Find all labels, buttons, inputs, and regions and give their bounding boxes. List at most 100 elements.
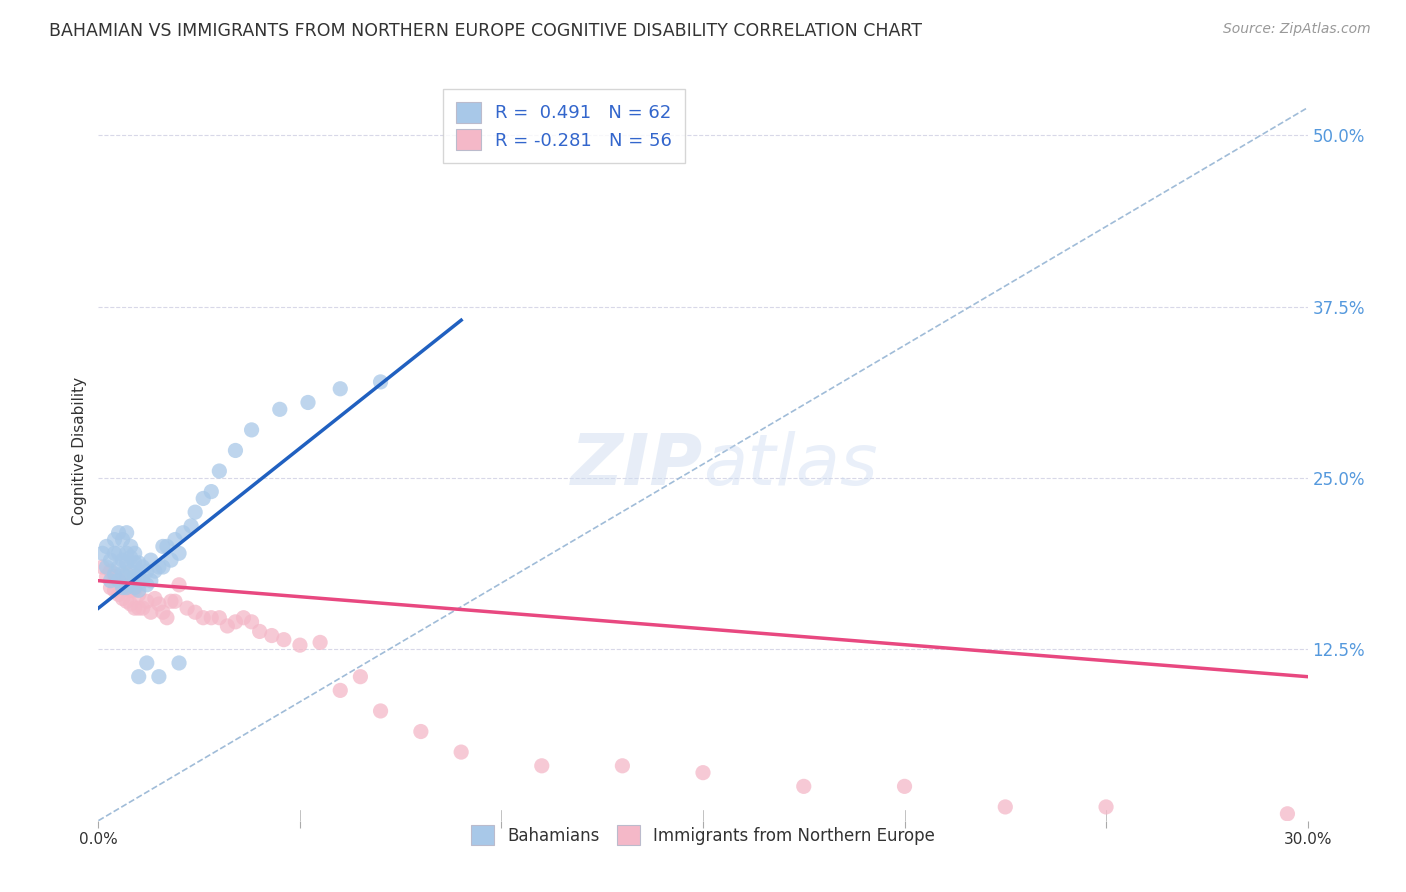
Point xyxy=(994,800,1017,814)
Point xyxy=(193,491,215,506)
Point xyxy=(240,423,263,437)
Point xyxy=(120,597,142,611)
Point xyxy=(139,605,162,619)
Point xyxy=(224,615,246,629)
Point xyxy=(100,574,122,588)
Point xyxy=(115,546,138,560)
Point xyxy=(349,670,371,684)
Text: BAHAMIAN VS IMMIGRANTS FROM NORTHERN EUROPE COGNITIVE DISABILITY CORRELATION CHA: BAHAMIAN VS IMMIGRANTS FROM NORTHERN EUR… xyxy=(49,22,922,40)
Point xyxy=(309,635,332,649)
Point xyxy=(152,605,174,619)
Point xyxy=(103,533,125,547)
Point xyxy=(135,564,157,578)
Point xyxy=(329,683,352,698)
Point xyxy=(329,382,352,396)
Point xyxy=(107,574,129,588)
Point xyxy=(156,611,179,625)
Point xyxy=(156,540,179,554)
Point xyxy=(111,533,134,547)
Point xyxy=(124,556,146,570)
Point xyxy=(111,581,134,595)
Point xyxy=(124,546,146,560)
Point xyxy=(132,560,155,574)
Point xyxy=(193,611,215,625)
Text: ZIP: ZIP xyxy=(571,431,703,500)
Point xyxy=(163,594,186,608)
Y-axis label: Cognitive Disability: Cognitive Disability xyxy=(72,376,87,524)
Point xyxy=(692,765,714,780)
Point xyxy=(115,556,138,570)
Point xyxy=(128,670,150,684)
Point xyxy=(148,560,170,574)
Point xyxy=(370,375,392,389)
Point xyxy=(143,591,166,606)
Point xyxy=(124,601,146,615)
Point xyxy=(152,540,174,554)
Point xyxy=(167,656,190,670)
Point xyxy=(120,550,142,565)
Point xyxy=(160,553,183,567)
Point xyxy=(160,594,183,608)
Point xyxy=(100,564,122,578)
Point xyxy=(115,581,138,595)
Point xyxy=(115,581,138,595)
Point xyxy=(409,724,432,739)
Point xyxy=(370,704,392,718)
Point xyxy=(128,601,150,615)
Point xyxy=(208,611,231,625)
Point xyxy=(107,546,129,560)
Point xyxy=(139,553,162,567)
Point xyxy=(103,569,125,583)
Point xyxy=(103,583,125,598)
Point xyxy=(152,560,174,574)
Point xyxy=(530,759,553,773)
Point xyxy=(115,594,138,608)
Point xyxy=(208,464,231,478)
Point xyxy=(111,591,134,606)
Point xyxy=(120,540,142,554)
Point xyxy=(167,546,190,560)
Point xyxy=(148,670,170,684)
Point xyxy=(132,601,155,615)
Text: atlas: atlas xyxy=(703,431,877,500)
Point xyxy=(120,583,142,598)
Point xyxy=(128,569,150,583)
Point xyxy=(115,569,138,583)
Point xyxy=(111,578,134,592)
Point xyxy=(120,578,142,592)
Point xyxy=(143,564,166,578)
Point xyxy=(163,533,186,547)
Point xyxy=(217,619,239,633)
Point xyxy=(107,587,129,601)
Point xyxy=(260,628,283,642)
Point xyxy=(139,574,162,588)
Point xyxy=(167,578,190,592)
Point xyxy=(176,601,198,615)
Point xyxy=(107,574,129,588)
Point xyxy=(96,560,118,574)
Point xyxy=(124,581,146,595)
Point xyxy=(107,525,129,540)
Point xyxy=(172,525,194,540)
Point xyxy=(120,564,142,578)
Point xyxy=(124,569,146,583)
Point xyxy=(232,611,254,625)
Point xyxy=(100,581,122,595)
Point xyxy=(96,540,118,554)
Point xyxy=(180,519,202,533)
Point xyxy=(893,780,915,794)
Point xyxy=(224,443,246,458)
Point xyxy=(91,546,114,560)
Point xyxy=(269,402,291,417)
Point xyxy=(100,553,122,567)
Point xyxy=(111,566,134,581)
Point xyxy=(184,505,207,519)
Point xyxy=(249,624,271,639)
Point xyxy=(96,569,118,583)
Point xyxy=(103,566,125,581)
Point xyxy=(612,759,634,773)
Point xyxy=(107,560,129,574)
Point xyxy=(297,395,319,409)
Point xyxy=(200,484,222,499)
Point xyxy=(124,583,146,598)
